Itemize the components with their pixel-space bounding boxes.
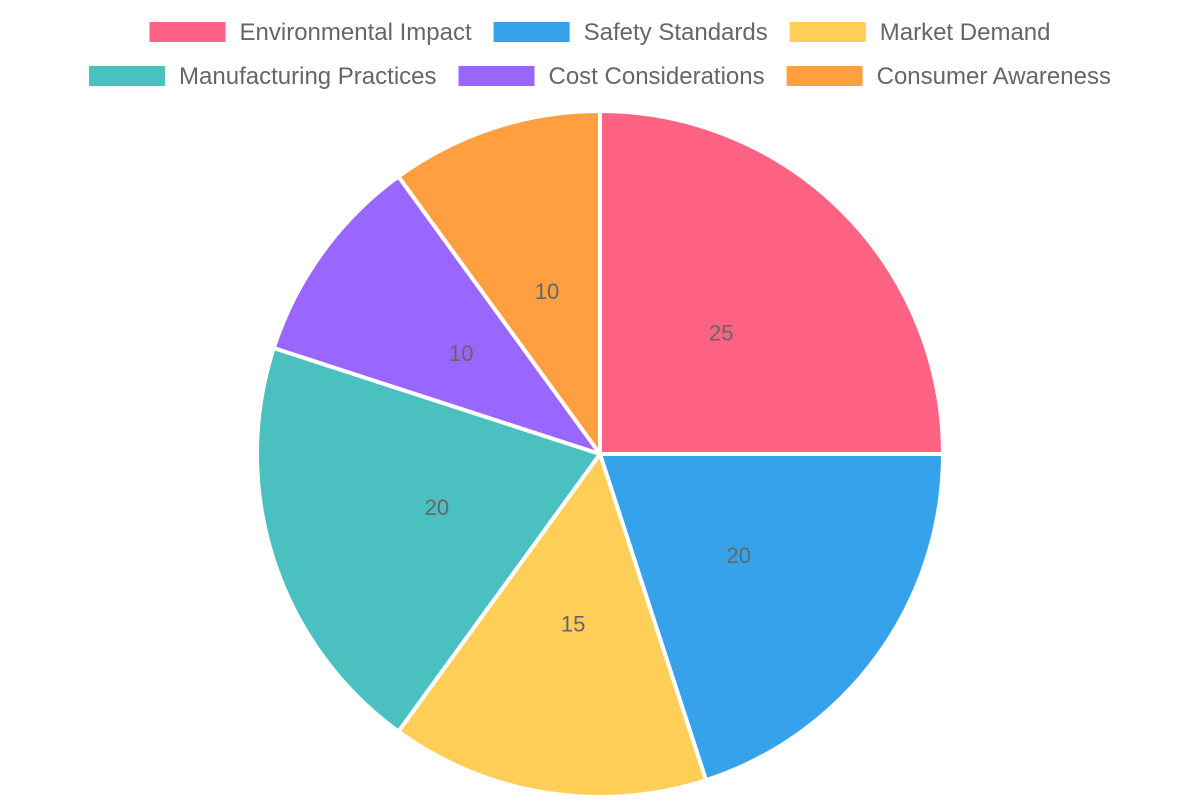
legend-label-cost-considerations: Cost Considerations bbox=[549, 63, 765, 90]
pie-slice-manufacturing-practices[interactable] bbox=[255, 346, 602, 734]
legend: Environmental Impact Safety Standards Mark… bbox=[89, 19, 1111, 90]
legend-swatch-manufacturing-practices bbox=[89, 66, 166, 86]
legend-item-environmental-impact[interactable]: Environmental Impact bbox=[149, 19, 472, 46]
slice-label-consumer-awareness: 10 bbox=[535, 279, 559, 304]
pie-slices bbox=[255, 109, 945, 799]
pie-slice-environmental-impact[interactable] bbox=[598, 109, 945, 456]
pie-slice-market-demand[interactable] bbox=[396, 452, 708, 799]
legend-label-manufacturing-practices: Manufacturing Practices bbox=[179, 63, 436, 90]
slice-label-manufacturing-practices: 20 bbox=[425, 495, 449, 520]
legend-swatch-market-demand bbox=[789, 22, 866, 42]
legend-item-cost-considerations[interactable]: Cost Considerations bbox=[458, 63, 765, 90]
legend-item-consumer-awareness[interactable]: Consumer Awareness bbox=[786, 63, 1111, 90]
legend-label-environmental-impact: Environmental Impact bbox=[240, 19, 472, 46]
slice-label-cost-considerations: 10 bbox=[449, 341, 473, 366]
slice-label-market-demand: 15 bbox=[561, 611, 585, 636]
legend-swatch-cost-considerations bbox=[458, 66, 535, 86]
legend-label-consumer-awareness: Consumer Awareness bbox=[877, 63, 1111, 90]
legend-swatch-environmental-impact bbox=[149, 22, 226, 42]
slice-label-safety-standards: 20 bbox=[727, 543, 751, 568]
legend-label-safety-standards: Safety Standards bbox=[584, 19, 768, 46]
pie-slice-consumer-awareness[interactable] bbox=[396, 109, 602, 456]
legend-item-manufacturing-practices[interactable]: Manufacturing Practices bbox=[89, 63, 437, 90]
legend-item-market-demand[interactable]: Market Demand bbox=[789, 19, 1051, 46]
slice-value-labels: 25 20 15 20 10 10 bbox=[425, 279, 751, 636]
legend-swatch-safety-standards bbox=[493, 22, 570, 42]
pie-slice-cost-considerations[interactable] bbox=[271, 174, 602, 456]
pie-slice-safety-standards[interactable] bbox=[598, 452, 945, 783]
slice-label-environmental-impact: 25 bbox=[709, 321, 733, 346]
legend-item-safety-standards[interactable]: Safety Standards bbox=[493, 19, 768, 46]
legend-swatch-consumer-awareness bbox=[786, 66, 863, 86]
legend-label-market-demand: Market Demand bbox=[880, 19, 1051, 46]
